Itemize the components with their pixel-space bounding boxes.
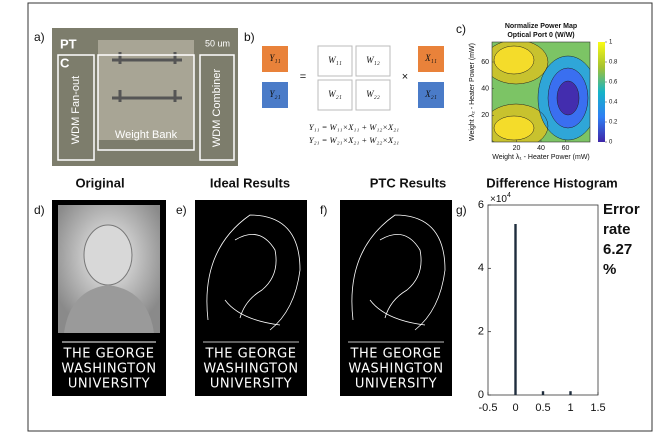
w-cell-label: W₂₁ <box>328 89 342 99</box>
y-multiplier: ×104 <box>490 192 511 205</box>
ptc-label: C <box>60 55 70 70</box>
page: {"panels": {"a": "a)", "b": "b)", "c": "… <box>0 0 672 437</box>
map-y-label: Weight λ₂ - Heater Power (mW) <box>469 43 476 141</box>
bar <box>569 391 571 395</box>
logo-text: WASHINGTON <box>61 362 156 377</box>
logo-text: THE GEORGE <box>205 347 297 362</box>
x-tick-label: 20 <box>513 145 521 152</box>
colorbar-tick-label: 0.2 <box>609 120 618 126</box>
bar <box>514 224 516 395</box>
w-cell-label: W₁₂ <box>366 55 380 65</box>
error-rate: rate <box>603 221 631 238</box>
error-rate: 6.27 <box>603 241 632 258</box>
column-header: Original <box>75 175 124 190</box>
colorbar-tick-label: 1 <box>609 40 613 46</box>
y-multiplier-base: ×10 <box>490 194 507 205</box>
y-tick-label: 4 <box>478 262 484 274</box>
x-tick-label: 0 <box>512 402 518 414</box>
column-header: Difference Histogram <box>486 175 617 190</box>
equals: = <box>300 71 306 83</box>
y-tick-label: 20 <box>481 112 489 119</box>
fanout-label: WDM Fan-out <box>70 76 82 144</box>
y-tick-label: 6 <box>478 199 484 211</box>
panel-label: g) <box>456 203 467 217</box>
colorbar-tick-label: 0.6 <box>609 80 618 86</box>
y-tick-label: 40 <box>481 86 489 93</box>
y-multiplier-exponent: 4 <box>507 192 511 199</box>
times: × <box>402 71 408 83</box>
scale-label: 50 um <box>205 38 230 48</box>
panel-label: c) <box>456 22 466 36</box>
x-tick-label: 1 <box>567 402 573 414</box>
y-tick-label: 2 <box>478 326 484 338</box>
logo-text: THE GEORGE <box>63 347 155 362</box>
contour-map <box>484 40 598 148</box>
y-cell-label: Y₁₁ <box>269 53 280 63</box>
logo-text: THE GEORGE <box>350 347 442 362</box>
logo-text: WASHINGTON <box>203 362 298 377</box>
bank-label: Weight Bank <box>115 129 178 141</box>
bar <box>542 391 544 395</box>
error-rate: % <box>603 261 616 278</box>
histogram-axes <box>488 205 598 395</box>
x-tick-label: 0.5 <box>535 402 550 414</box>
panel-label: b) <box>244 30 255 44</box>
colorbar-tick-label: 0.8 <box>609 60 618 66</box>
logo-text: UNIVERSITY <box>355 377 437 392</box>
y-tick-label: 60 <box>481 59 489 66</box>
map-title: Optical Port 0 (W/W) <box>507 32 574 39</box>
colorbar <box>598 42 605 142</box>
panel-label: d) <box>34 203 45 217</box>
equation: Y₁₁ = W₁₁×X₁₁ + W₁₂×X₂₁ <box>309 122 399 132</box>
x-tick-label: 60 <box>562 145 570 152</box>
w-cell-label: W₂₂ <box>366 89 380 99</box>
panel-label: f) <box>320 203 327 217</box>
map-x-label: Weight λ₁ - Heater Power (mW) <box>492 154 590 161</box>
x-tick-label: -0.5 <box>479 402 498 414</box>
x-tick-label: 1.5 <box>590 402 605 414</box>
ptc-label: PT <box>60 36 77 51</box>
colorbar-tick-label: 0.4 <box>609 100 618 106</box>
logo-text: UNIVERSITY <box>68 377 150 392</box>
map-title: Normalize Power Map <box>505 23 577 30</box>
portrait-head <box>84 225 132 285</box>
error-rate: Error <box>603 201 640 218</box>
figure: a) PT C 50 um WDM Fan-out Weight Bank WD… <box>0 0 672 437</box>
y-cell-label: Y₂₁ <box>269 89 280 99</box>
colorbar-tick-label: 0 <box>609 140 613 146</box>
x-tick-label: 40 <box>537 145 545 152</box>
combiner-label: WDM Combiner <box>211 69 223 148</box>
y-tick-label: 0 <box>478 389 484 401</box>
logo-text: WASHINGTON <box>348 362 443 377</box>
x-cell-label: X₂₁ <box>424 89 437 99</box>
equation: Y₂₁ = W₂₁×X₂₁ + W₂₂×X₂₁ <box>309 135 399 145</box>
x-cell-label: X₁₁ <box>424 53 437 63</box>
logo-text: UNIVERSITY <box>210 377 292 392</box>
panel-label: a) <box>34 30 45 44</box>
panel-label: e) <box>176 203 187 217</box>
w-cell-label: W₁₁ <box>328 55 342 65</box>
column-header: PTC Results <box>370 175 447 190</box>
column-header: Ideal Results <box>210 175 290 190</box>
